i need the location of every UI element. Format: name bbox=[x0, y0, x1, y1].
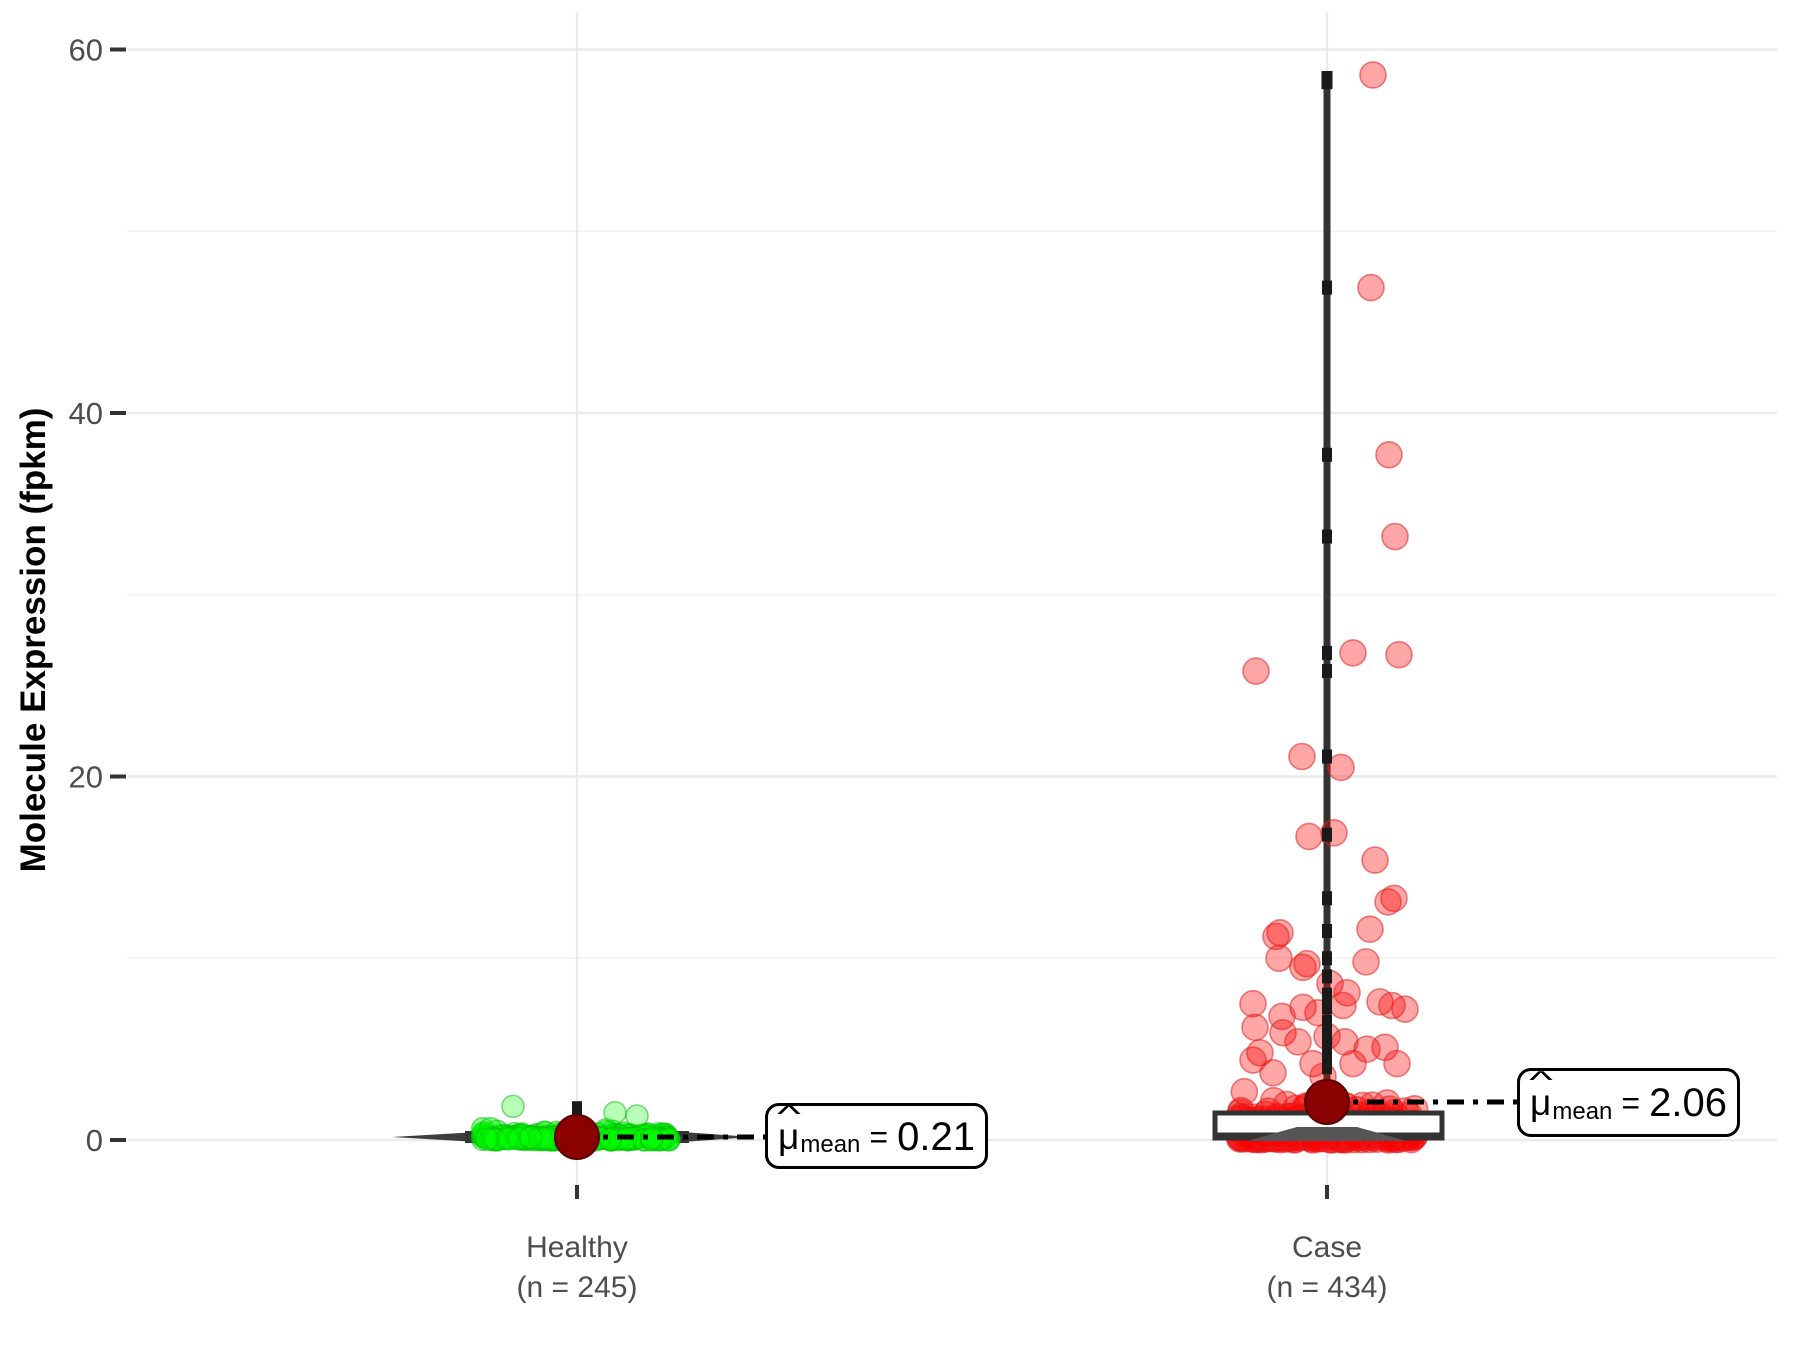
data-point bbox=[1262, 922, 1290, 951]
mu-symbol: ^ μ bbox=[776, 1100, 801, 1157]
data-point bbox=[475, 1127, 499, 1151]
mean-point bbox=[1304, 1079, 1350, 1125]
mean-value-case: 2.06 bbox=[1649, 1081, 1727, 1125]
outlier-nub bbox=[1322, 891, 1332, 906]
data-point bbox=[1284, 1028, 1312, 1056]
outlier-nub bbox=[1322, 1027, 1332, 1042]
data-point bbox=[1357, 273, 1385, 302]
outlier-nub bbox=[1322, 969, 1332, 984]
data-point bbox=[501, 1094, 525, 1119]
data-point bbox=[1269, 1018, 1297, 1047]
outlier-nub bbox=[1322, 1000, 1332, 1015]
mu-symbol: ^ μ bbox=[1528, 1067, 1553, 1123]
data-point bbox=[1353, 1035, 1381, 1063]
mean-annotation-healthy: ^ μ mean = 0.21 bbox=[765, 1100, 988, 1169]
outlier-nub bbox=[1322, 1014, 1332, 1029]
data-point bbox=[1288, 742, 1316, 771]
data-point bbox=[1356, 915, 1384, 943]
group-name-case: Case bbox=[1291, 1231, 1363, 1264]
data-point bbox=[1359, 61, 1387, 89]
outlier-nub bbox=[1322, 280, 1332, 295]
y-tick-label: 0 bbox=[86, 1123, 103, 1158]
hat-symbol: ^ bbox=[1528, 1067, 1553, 1094]
mean-value-healthy: 0.21 bbox=[897, 1114, 975, 1159]
data-point bbox=[1289, 953, 1317, 982]
outlier-nub bbox=[1322, 75, 1332, 90]
data-point bbox=[518, 1125, 543, 1150]
outlier-nub bbox=[1322, 923, 1332, 938]
outlier-nub bbox=[1322, 749, 1332, 764]
outlier-nub bbox=[1322, 1060, 1332, 1075]
data-point bbox=[603, 1100, 627, 1125]
x-axis-label-healthy: Healthy (n = 245) bbox=[377, 1228, 777, 1308]
mean-subscript: mean bbox=[800, 1131, 861, 1158]
data-point bbox=[1375, 441, 1403, 469]
mean-subscript: mean bbox=[1552, 1097, 1613, 1125]
notch-case bbox=[1247, 1127, 1407, 1141]
group-n-case: (n = 434) bbox=[1266, 1271, 1388, 1304]
data-point bbox=[625, 1104, 649, 1128]
y-tick-label: 60 bbox=[69, 33, 103, 68]
outlier-nub bbox=[1322, 529, 1332, 544]
y-tick-label: 40 bbox=[69, 396, 103, 431]
data-point bbox=[1265, 944, 1293, 973]
mean-point bbox=[554, 1114, 600, 1160]
data-point bbox=[598, 1128, 622, 1152]
data-point bbox=[1239, 1046, 1267, 1074]
data-point bbox=[1241, 1013, 1269, 1042]
outlier-nub bbox=[1322, 1049, 1332, 1064]
outlier-nub bbox=[1322, 987, 1332, 1002]
outlier-nub bbox=[1322, 827, 1332, 842]
data-point bbox=[1259, 1058, 1287, 1087]
data-point bbox=[1327, 753, 1355, 782]
outlier-nub bbox=[1322, 664, 1332, 679]
equals-sign: = bbox=[1621, 1085, 1641, 1121]
data-point bbox=[1361, 846, 1389, 874]
equals-sign: = bbox=[869, 1118, 889, 1155]
mean-annotation-case: ^ μ mean = 2.06 bbox=[1517, 1068, 1740, 1137]
data-point bbox=[1374, 888, 1402, 916]
y-axis-title: Molecule Expression (fpkm) bbox=[14, 407, 53, 873]
data-point bbox=[1289, 993, 1317, 1022]
outlier-nub bbox=[572, 1101, 582, 1116]
group-n-healthy: (n = 245) bbox=[516, 1271, 638, 1304]
data-point bbox=[1230, 1077, 1259, 1106]
data-point bbox=[1385, 640, 1413, 669]
outlier-nub bbox=[1322, 447, 1332, 462]
x-axis-label-case: Case (n = 434) bbox=[1127, 1228, 1527, 1308]
outlier-nub bbox=[1322, 1038, 1332, 1053]
y-tick-label: 20 bbox=[69, 760, 103, 795]
outlier-nub bbox=[1322, 645, 1332, 660]
data-point bbox=[656, 1127, 681, 1152]
data-point bbox=[1239, 989, 1267, 1018]
data-point bbox=[1383, 1049, 1411, 1078]
data-point bbox=[1295, 822, 1323, 851]
data-point bbox=[1391, 995, 1419, 1023]
data-point bbox=[1381, 522, 1409, 551]
data-point bbox=[1339, 1049, 1367, 1078]
data-point bbox=[1352, 948, 1380, 976]
data-point bbox=[1329, 991, 1357, 1020]
hat-symbol: ^ bbox=[776, 1100, 801, 1128]
data-point bbox=[1339, 639, 1367, 667]
data-point bbox=[1293, 949, 1321, 978]
outlier-nub bbox=[1322, 951, 1332, 966]
group-name-healthy: Healthy bbox=[526, 1231, 628, 1264]
data-point bbox=[632, 1128, 656, 1152]
data-point bbox=[648, 1128, 672, 1152]
data-point bbox=[1242, 657, 1270, 685]
